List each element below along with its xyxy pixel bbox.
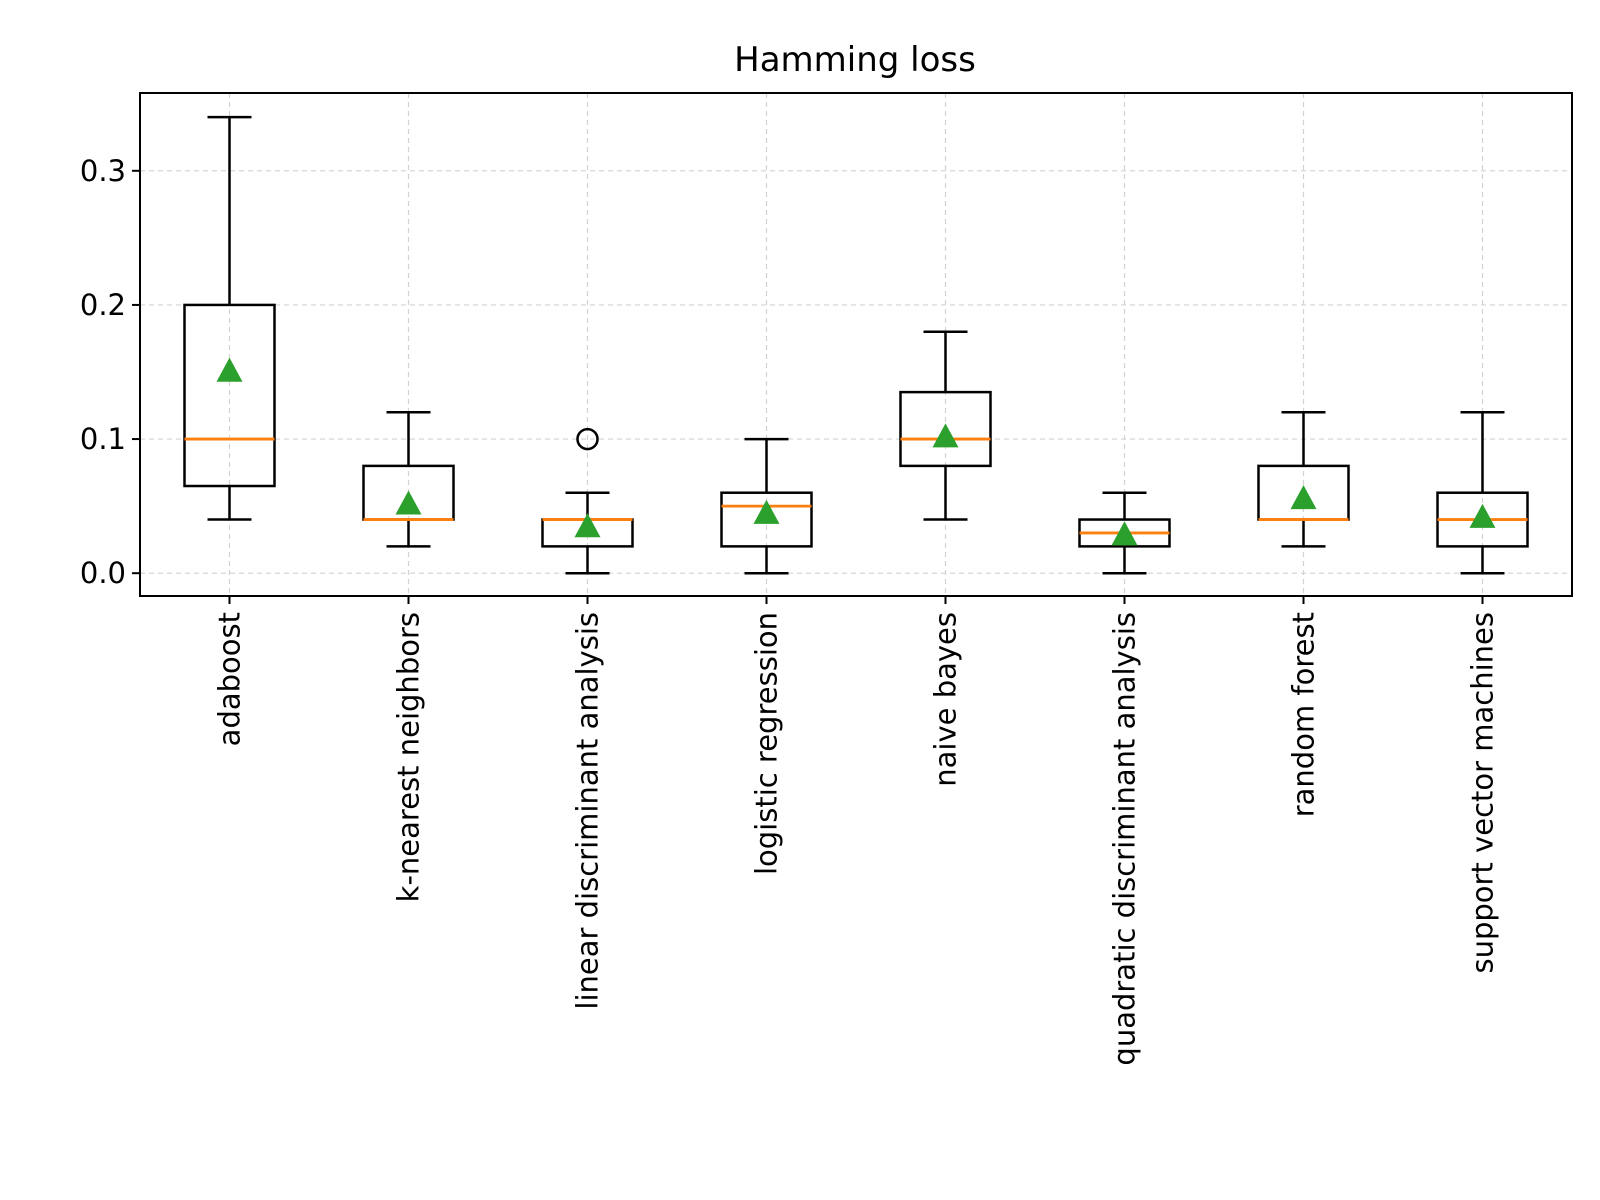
box-series [183,115,1529,575]
outlier-point [576,427,599,451]
plot-frame [139,92,1573,597]
x-category-label: k-nearest neighbors [392,612,426,902]
mean-marker [1111,521,1138,546]
x-category-label: linear discriminant analysis [571,612,605,1010]
mean-marker [216,357,243,382]
mean-marker [395,490,422,515]
iqr-box [899,390,992,468]
box-6 [1078,491,1171,575]
mean-marker [1469,503,1496,528]
x-category-label: quadratic discriminant analysis [1108,612,1142,1066]
y-tick-label: 0.0 [80,556,126,590]
iqr-box [183,303,276,488]
y-tick-label: 0.2 [80,288,126,322]
box-3 [541,427,634,575]
x-category-label: random forest [1287,612,1321,817]
x-category-label: support vector machines [1466,612,1500,974]
x-category-label: adaboost [213,612,247,746]
box-2 [362,410,455,548]
box-5 [899,330,992,521]
box-7 [1257,410,1350,548]
x-category-label: naive bayes [929,612,963,787]
y-tick-label: 0.3 [80,154,126,188]
chart-title: Hamming loss [734,40,976,80]
box-1 [183,115,276,521]
box-8 [1436,410,1529,575]
y-tick-label: 0.1 [80,422,126,456]
x-category-label: logistic regression [750,612,784,875]
mean-marker [932,423,959,448]
grid-lines [140,93,1572,596]
mean-marker [1290,485,1317,510]
mean-marker [753,499,780,524]
box-4 [720,437,813,575]
mean-marker [574,513,601,538]
iqr-box [720,491,813,548]
axes: 0.0 0.1 0.2 0.3 adaboost k-nearest neighbors l… [80,92,1573,1066]
